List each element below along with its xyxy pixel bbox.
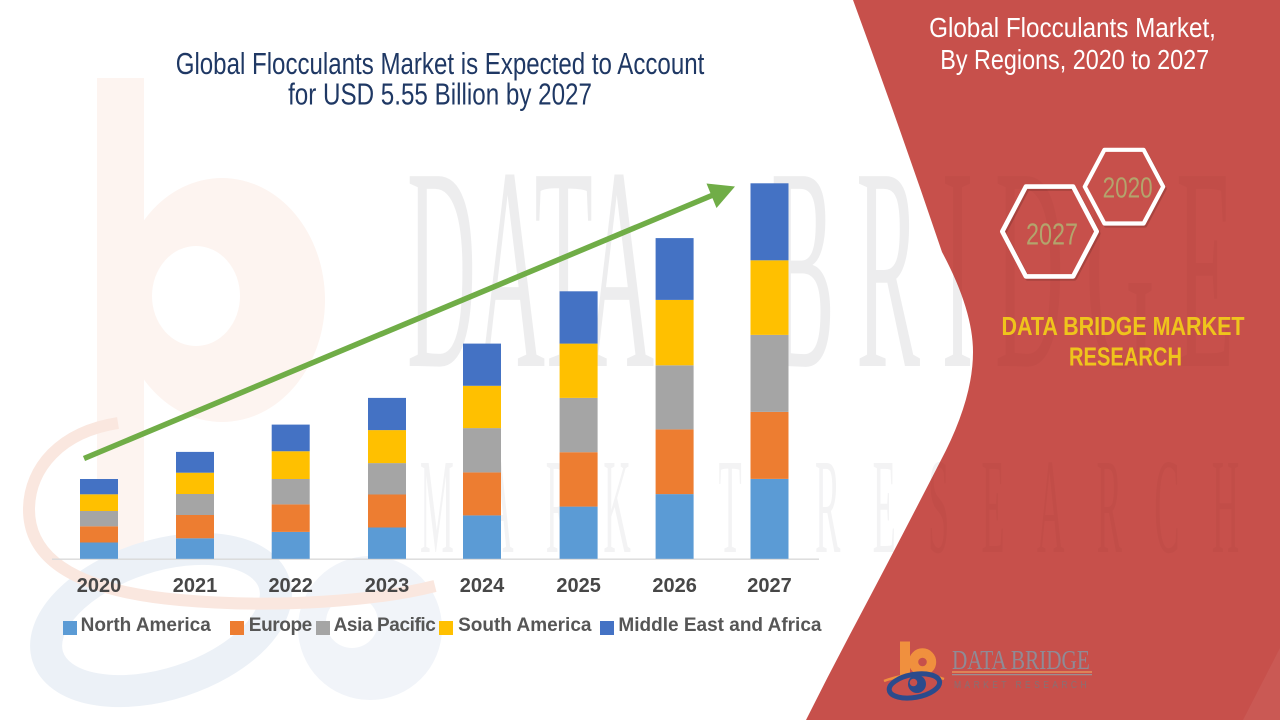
svg-text:MARKET RESEARCH: MARKET RESEARCH xyxy=(954,680,1090,691)
svg-text:DATA BRIDGE MARKET: DATA BRIDGE MARKET xyxy=(1001,312,1244,341)
svg-text:2020: 2020 xyxy=(1103,173,1153,204)
svg-text:Global Flocculants Market,: Global Flocculants Market, xyxy=(929,11,1216,43)
svg-text:RESEARCH: RESEARCH xyxy=(1069,342,1182,371)
svg-text:2027: 2027 xyxy=(1026,216,1078,251)
svg-text:DATA BRIDGE: DATA BRIDGE xyxy=(952,646,1090,676)
svg-text:By Regions, 2020 to 2027: By Regions, 2020 to 2027 xyxy=(940,45,1209,75)
svg-text:Global Flocculants Market is E: Global Flocculants Market is Expected to… xyxy=(176,46,705,81)
svg-text:for USD 5.55 Billion by 2027: for USD 5.55 Billion by 2027 xyxy=(288,77,592,112)
